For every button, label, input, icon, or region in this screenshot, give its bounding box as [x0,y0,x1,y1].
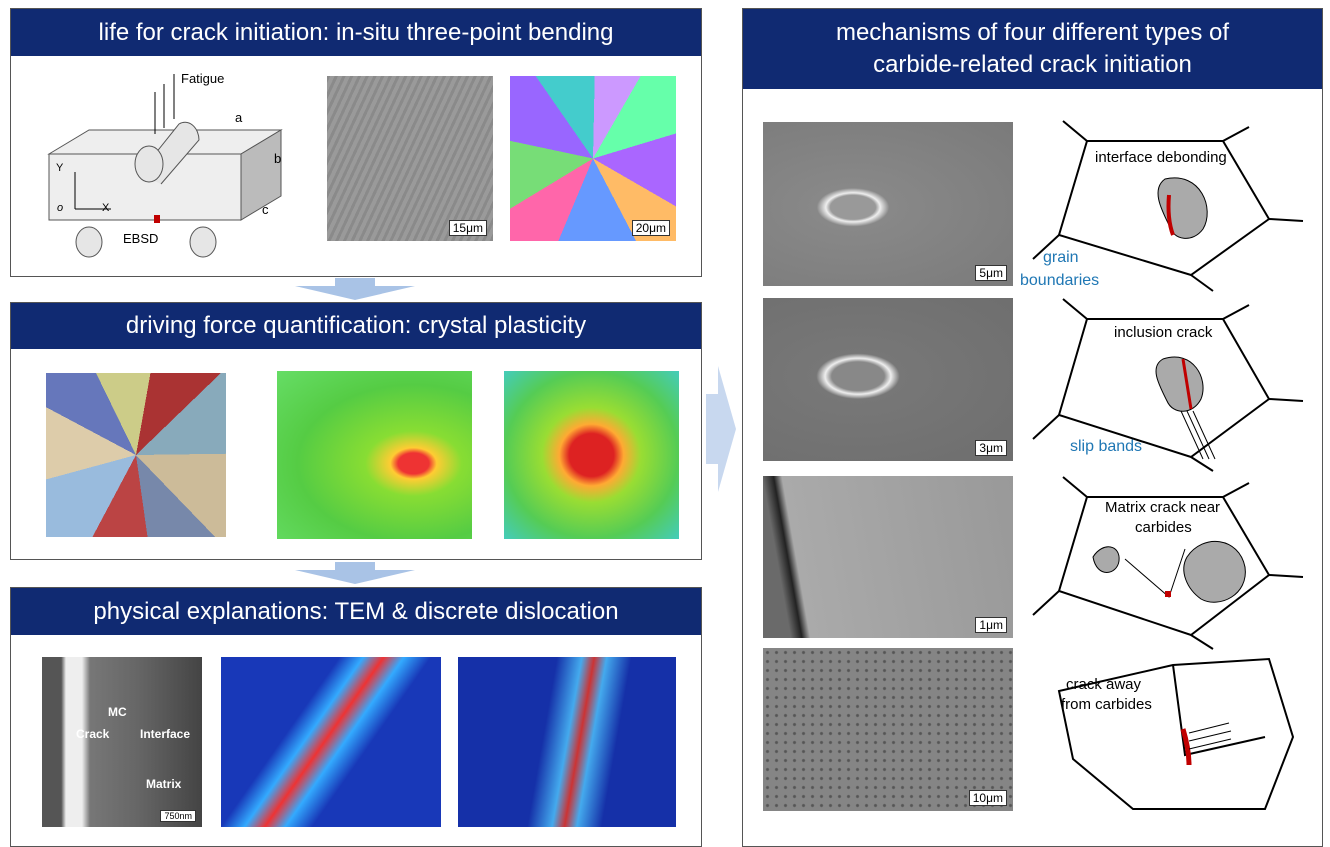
sem-image: 15μm [327,76,493,241]
scale-bar: 5μm [975,265,1007,281]
down-arrow-icon [295,278,415,300]
panel-crystal-plasticity: driving force quantification: crystal pl… [10,302,702,560]
scale-bar: 15μm [448,220,487,236]
axis-x: X [102,202,110,214]
interface-label: Interface [140,727,191,741]
three-point-bending-schematic [47,74,283,258]
scale-bar: 20μm [631,220,670,236]
panel-title: physical explanations: TEM & discrete di… [11,588,701,635]
sem-matrix-crack: 1μm [763,476,1013,638]
title-line-1: mechanisms of four different types of [835,19,1230,46]
axis-y: Y [56,162,64,174]
annotation-boundaries: boundaries [1020,272,1100,289]
label-crack-away-2: from carbides [1061,696,1152,713]
down-arrow-icon [295,562,415,584]
right-arrow-icon [706,366,736,492]
grain-map [46,373,226,537]
panel-bending: life for crack initiation: in-situ three… [10,8,702,277]
dim-c: c [262,202,269,217]
scale-bar: 750nm [160,810,196,822]
label-crack-away-1: crack away [1066,676,1142,693]
dislocation-density-map [221,657,441,827]
scale-bar: 10μm [968,790,1007,806]
panel-title: mechanisms of four different types of ca… [743,9,1322,89]
matrix-label: Matrix [146,777,182,791]
mc-label: MC [108,705,127,719]
label-matrix-crack-1: Matrix crack near [1105,499,1221,516]
crack-label: Crack [76,727,110,741]
stress-field-zoom-map [504,371,679,539]
stress-field-map [277,371,472,539]
title-line-2: carbide-related crack initiation [873,51,1192,78]
scale-bar: 1μm [975,617,1007,633]
dim-a: a [235,110,243,125]
panel-tem-dislocation: physical explanations: TEM & discrete di… [10,587,702,847]
ebsd-label: EBSD [123,231,159,246]
tem-image: MC Crack Interface Matrix 750nm [42,657,202,827]
dim-b: b [274,151,282,166]
fatigue-label: Fatigue [181,71,225,86]
label-matrix-crack-2: carbides [1135,519,1192,536]
label-interface-debonding: interface debonding [1095,149,1227,166]
grain-schematics [1032,120,1304,810]
ebsd-map: 20μm [510,76,676,241]
sem-crack-away: 10μm [763,648,1013,811]
panel-title: driving force quantification: crystal pl… [11,303,701,349]
axis-origin: o [57,202,64,214]
scale-bar: 3μm [975,440,1007,456]
panel-title: life for crack initiation: in-situ three… [11,9,701,56]
label-inclusion-crack: inclusion crack [1114,324,1213,341]
dislocation-density-carbides-map [458,657,676,827]
annotation-slip-bands: slip bands [1070,438,1143,455]
sem-interface-debonding: 5μm [763,122,1013,286]
annotation-grain: grain [1043,249,1079,266]
sem-inclusion-crack: 3μm [763,298,1013,461]
panel-mechanisms: mechanisms of four different types of ca… [742,8,1323,847]
